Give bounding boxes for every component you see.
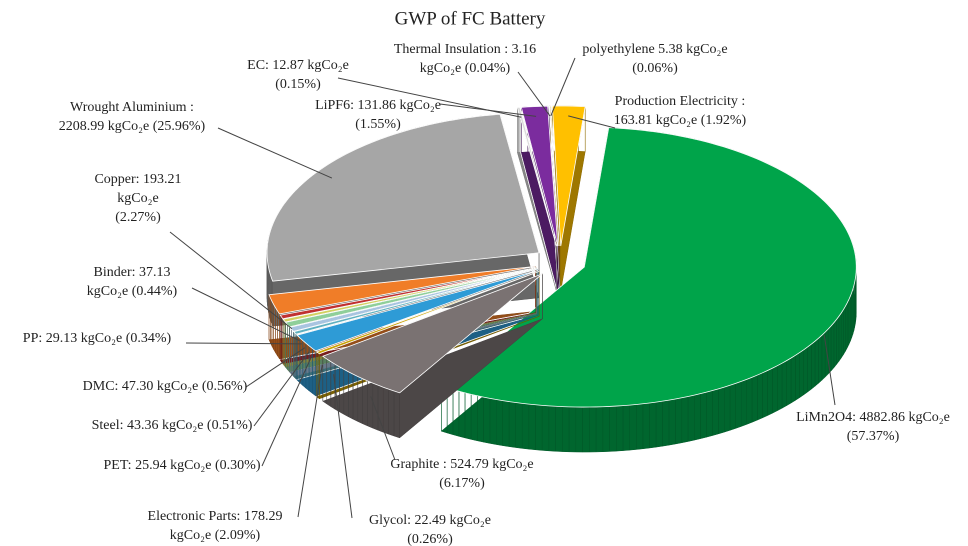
slice-side — [517, 107, 557, 292]
slice — [282, 267, 537, 323]
data-label: kgCo₂e (2.09%) — [170, 528, 261, 543]
slice — [520, 105, 559, 247]
data-label: (0.06%) — [632, 61, 678, 76]
leader-line — [517, 71, 551, 117]
data-label: (1.55%) — [355, 117, 401, 132]
leader-line — [550, 57, 576, 117]
slice — [548, 105, 560, 247]
data-label: (0.15%) — [275, 77, 321, 92]
slice — [268, 265, 536, 315]
data-label: Thermal Insulation : 3.16 — [394, 42, 536, 57]
slice-side — [316, 270, 540, 400]
data-label: PP: 29.13 kgCo₂e (0.34%) — [23, 331, 172, 346]
slice — [279, 267, 537, 320]
data-label: PET: 25.94 kgCo₂e (0.30%) — [103, 458, 260, 473]
data-label: (57.37%) — [847, 429, 900, 444]
data-label: Graphite : 524.79 kgCo₂e — [390, 457, 533, 472]
data-label: Glycol: 22.49 kgCo₂e — [369, 513, 491, 528]
leader-line — [191, 287, 300, 342]
data-label: EC: 12.87 kgCo₂e — [247, 58, 349, 73]
leader-line — [185, 342, 302, 345]
slice — [551, 105, 586, 247]
leader-line — [333, 374, 353, 519]
leader-line — [439, 103, 537, 117]
slice — [440, 127, 857, 408]
leader-line — [261, 355, 313, 467]
data-label: Copper: 193.21 — [94, 172, 181, 187]
data-label: LiPF6: 131.86 kgCo₂e — [315, 98, 441, 113]
leader-line — [297, 365, 323, 518]
data-label: kgCo₂e (0.04%) — [420, 61, 511, 76]
pie — [266, 105, 857, 453]
slice — [288, 268, 538, 332]
leader-line — [253, 351, 310, 427]
slice — [315, 270, 540, 355]
data-label: 2208.99 kgCo₂e (25.96%) — [59, 119, 206, 134]
data-label: Wrought Aluminium : — [70, 100, 194, 115]
slice-side — [293, 268, 538, 380]
data-label: polyethylene 5.38 kgCo₂e — [582, 42, 727, 57]
slice-side — [289, 268, 538, 378]
leader-line — [217, 127, 333, 179]
leader-line — [370, 396, 396, 461]
leader-line — [568, 115, 616, 129]
data-label: Binder: 37.13 — [94, 265, 171, 280]
data-label: (0.26%) — [407, 532, 453, 546]
slice — [293, 268, 538, 335]
slice-side — [282, 267, 537, 368]
slice — [516, 106, 557, 247]
data-label: Electronic Parts: 178.29 — [148, 509, 283, 524]
leader-line — [169, 231, 293, 330]
data-label: 163.81 kgCo₂e (1.92%) — [614, 113, 747, 128]
slice — [266, 113, 540, 282]
data-label: (6.17%) — [439, 476, 485, 491]
data-label: DMC: 47.30 kgCo₂e (0.56%) — [83, 379, 248, 394]
data-label: (2.27%) — [115, 210, 161, 225]
data-label: kgCo₂e (0.44%) — [87, 284, 178, 299]
slice-side — [285, 268, 537, 373]
data-label: LiMn2O4: 4882.86 kgCo₂e — [796, 410, 950, 425]
leader-line — [823, 335, 836, 406]
slice — [321, 273, 543, 394]
data-label: kgCo₂e — [117, 191, 158, 206]
chart-title: GWP of FC Battery — [395, 8, 546, 29]
slice — [296, 269, 539, 352]
leader-line — [245, 347, 306, 388]
data-label: Steel: 43.36 kgCo₂e (0.51%) — [92, 418, 253, 433]
data-label: Production Electricity : — [615, 94, 746, 109]
